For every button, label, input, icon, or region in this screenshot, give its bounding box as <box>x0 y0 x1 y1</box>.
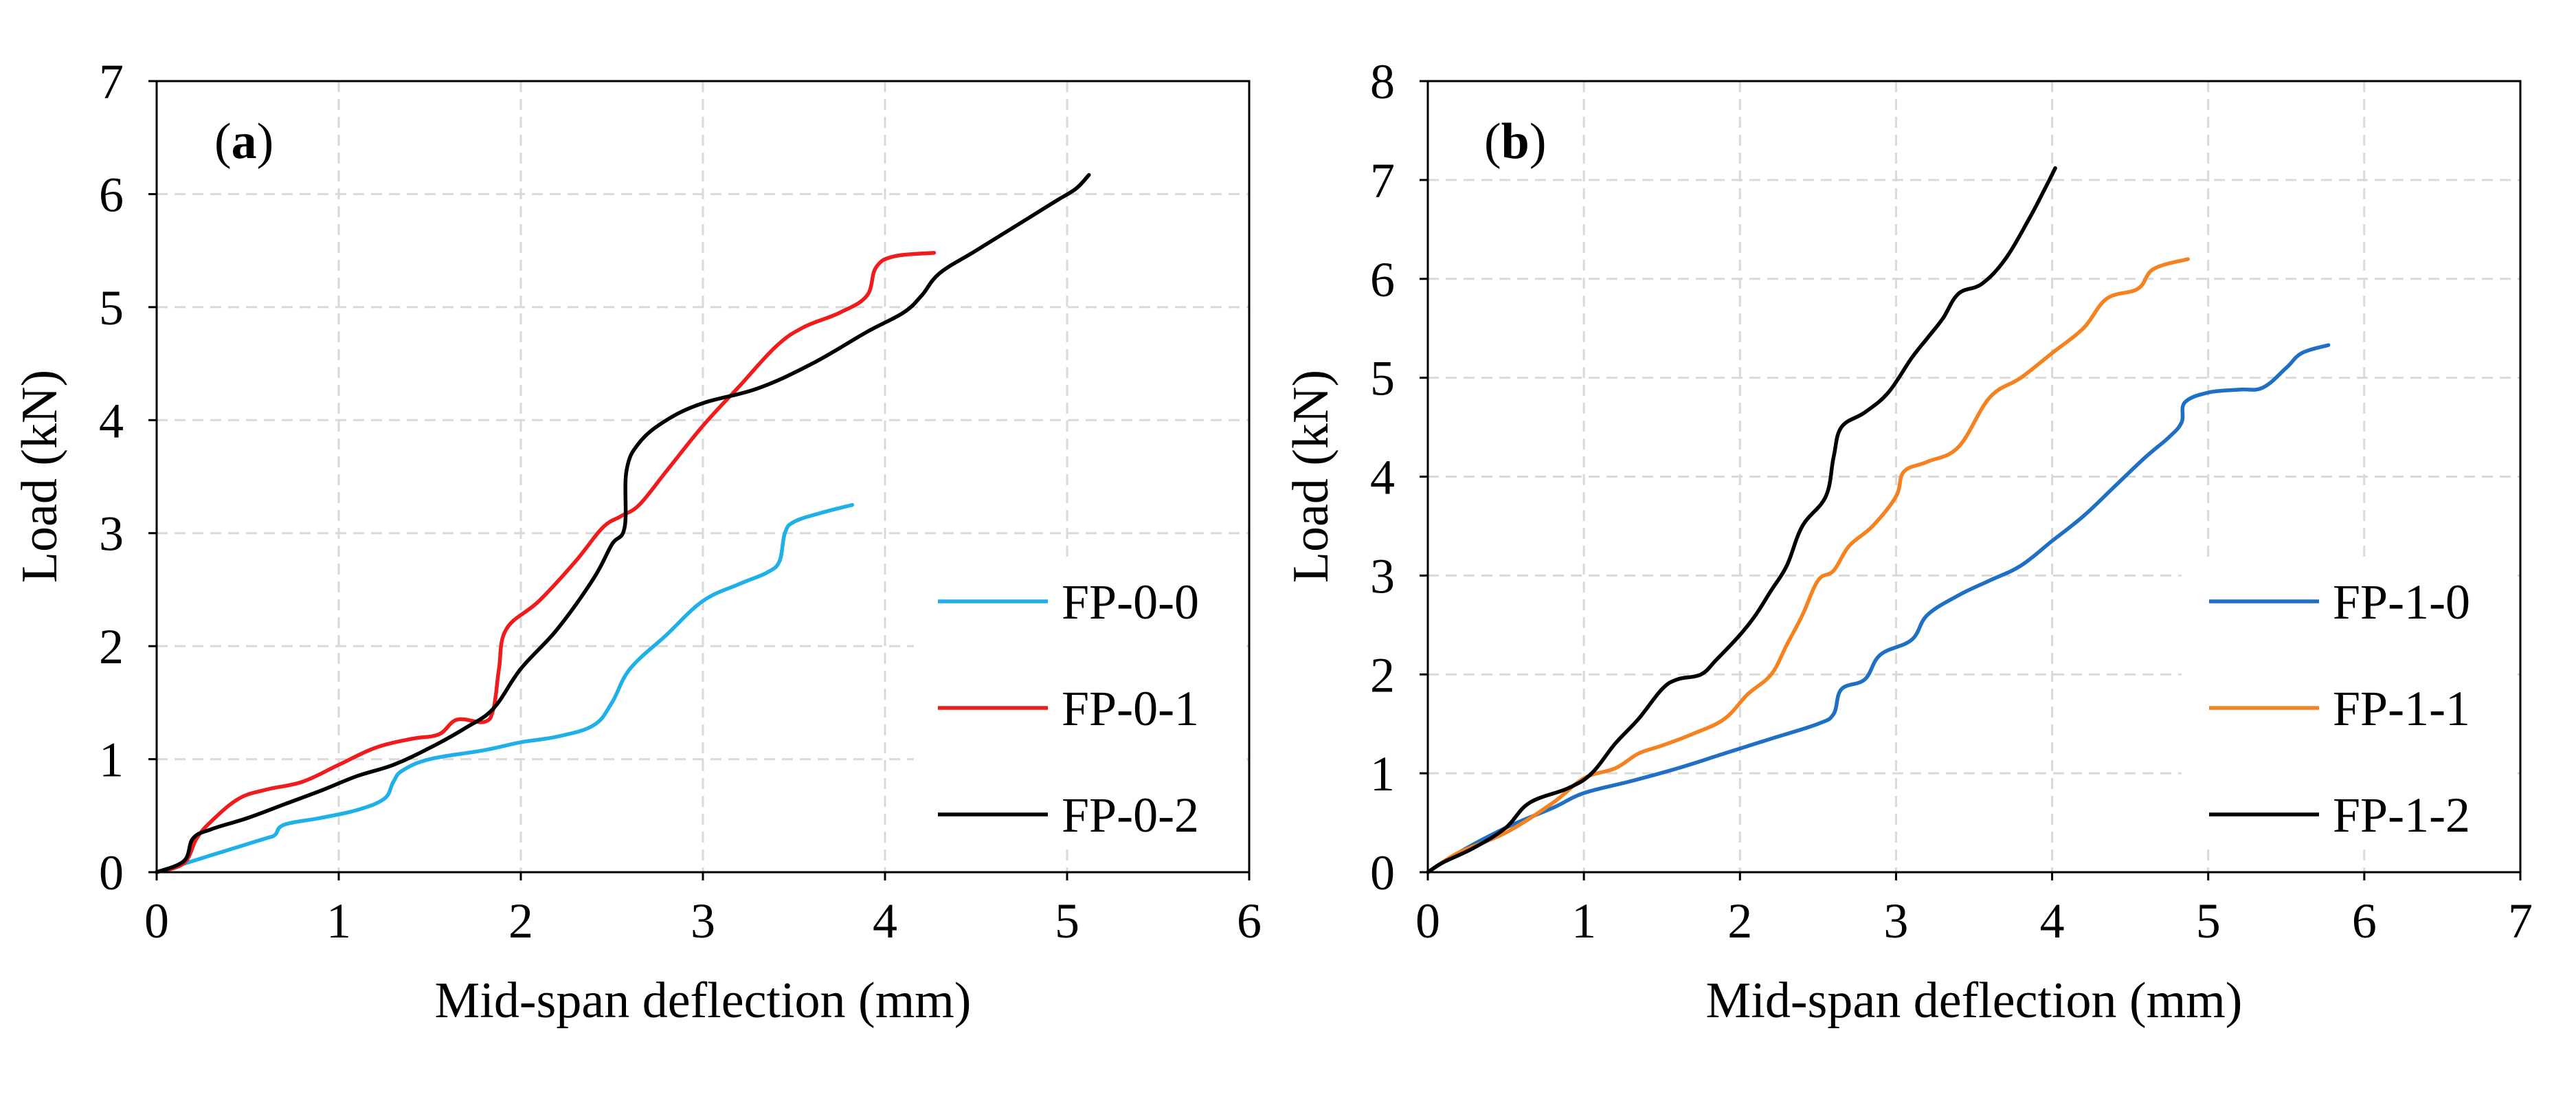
y-tick-label: 2 <box>99 619 124 674</box>
y-tick-label: 3 <box>99 507 124 562</box>
legend-a: FP-0-0 FP-0-1 FP-0-2 <box>914 557 1244 845</box>
x-tick-label: 2 <box>508 893 533 948</box>
series-line-fp-1-1 <box>1426 257 2190 874</box>
legend-label: FP-0-1 <box>1062 681 1199 736</box>
y-tick-labels-b: 0 1 2 3 4 5 6 7 8 <box>1370 54 1428 900</box>
series-line-fp-0-0 <box>155 502 855 874</box>
grid-lines-b <box>1428 81 2520 872</box>
x-axis-title-b: Mid-span deflection (mm) <box>1706 973 2243 1029</box>
x-tick-label: 3 <box>691 893 715 948</box>
series-line-fp-1-0 <box>1426 343 2331 874</box>
chart-panel-b: 0 1 2 3 4 5 6 7 0 1 2 3 4 5 6 7 8 (b) Mid-span deflecti… <box>1283 54 2533 1029</box>
series-line-fp-1-2 <box>1426 166 2057 874</box>
x-tick-label: 5 <box>2196 893 2221 948</box>
x-tick-label: 7 <box>2508 893 2533 948</box>
x-tick-label: 0 <box>144 893 169 948</box>
series-line-fp-0-1 <box>155 251 937 874</box>
y-tick-label: 8 <box>1370 54 1395 109</box>
panel-label-b: (b) <box>1484 113 1546 170</box>
x-tick-label: 6 <box>2352 893 2377 948</box>
x-tick-label: 2 <box>1727 893 1752 948</box>
y-tick-label: 5 <box>1370 351 1395 406</box>
y-axis-title-b: Load (kN) <box>1283 370 1339 583</box>
panel-letter-b: b <box>1501 113 1530 170</box>
x-axis-title-a: Mid-span deflection (mm) <box>435 973 972 1029</box>
y-tick-label: 0 <box>99 845 124 900</box>
x-tick-label: 1 <box>1571 893 1596 948</box>
x-tick-label: 6 <box>1237 893 1262 948</box>
y-tick-labels-a: 0 1 2 3 4 5 6 7 <box>99 54 157 900</box>
y-tick-label: 4 <box>99 393 124 448</box>
x-tick-label: 4 <box>2040 893 2065 948</box>
y-tick-label: 3 <box>1370 548 1395 603</box>
x-tick-labels-a: 0 1 2 3 4 5 6 <box>144 872 1262 948</box>
y-tick-label: 6 <box>99 167 124 222</box>
y-tick-label: 6 <box>1370 252 1395 307</box>
y-tick-label: 5 <box>99 280 124 335</box>
x-tick-label: 1 <box>326 893 351 948</box>
x-tick-label: 4 <box>873 893 897 948</box>
legend-box-a <box>914 557 1244 845</box>
legend-label: FP-1-0 <box>2333 575 2470 630</box>
series-line-fp-0-2 <box>155 173 1091 874</box>
panel-letter-a: a <box>232 113 257 170</box>
y-tick-label: 1 <box>1370 746 1395 801</box>
x-tick-label: 3 <box>1883 893 1908 948</box>
legend-label: FP-0-2 <box>1062 788 1199 843</box>
panel-label-a: (a) <box>214 113 273 170</box>
y-axis-title-a: Load (kN) <box>12 370 68 583</box>
series-layer-a <box>155 173 1091 874</box>
grid-lines-a <box>157 81 1249 872</box>
y-tick-label: 2 <box>1370 647 1395 702</box>
chart-panel-a: 0 1 2 3 4 5 6 0 1 2 3 4 5 6 7 (a) Mid-span deflection… <box>12 54 1262 1029</box>
x-tick-label: 5 <box>1055 893 1079 948</box>
legend-label: FP-1-1 <box>2333 681 2470 736</box>
y-tick-label: 1 <box>99 733 124 788</box>
y-tick-label: 4 <box>1370 450 1395 505</box>
legend-label: FP-0-0 <box>1062 575 1199 630</box>
y-tick-label: 7 <box>1370 153 1395 208</box>
y-tick-label: 0 <box>1370 845 1395 900</box>
x-tick-labels-b: 0 1 2 3 4 5 6 7 <box>1415 872 2533 948</box>
y-tick-label: 7 <box>99 54 124 109</box>
legend-label: FP-1-2 <box>2333 788 2470 843</box>
legend-box-b <box>2182 557 2511 845</box>
series-layer-b <box>1426 166 2331 874</box>
legend-b: FP-1-0 FP-1-1 FP-1-2 <box>2182 557 2511 845</box>
x-tick-label: 0 <box>1415 893 1440 948</box>
